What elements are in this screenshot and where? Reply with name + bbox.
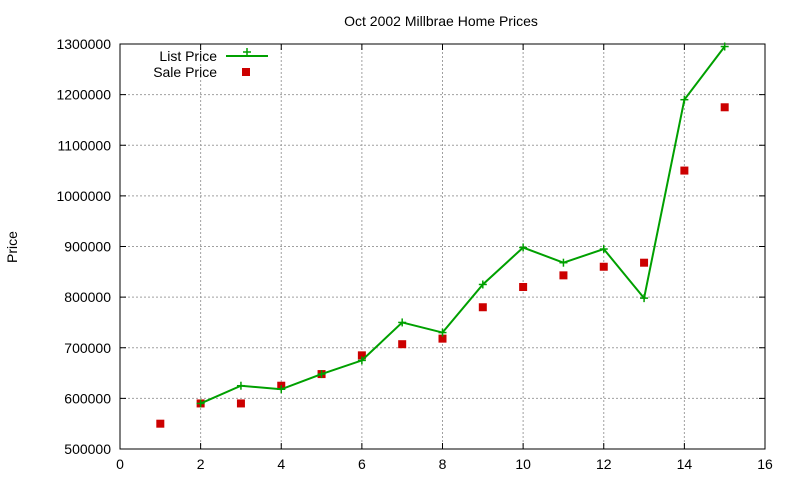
list-price-marker: [519, 243, 528, 252]
x-tick-label: 2: [197, 456, 205, 472]
y-tick-label: 800000: [64, 289, 111, 305]
list-price-marker: [277, 385, 286, 394]
grid: [120, 44, 765, 449]
x-tick-label: 16: [757, 456, 773, 472]
legend-label-sale-price: Sale Price: [153, 64, 217, 80]
sale-price-point: [478, 303, 487, 312]
sale-price-point: [236, 399, 245, 408]
list-price-marker: [559, 258, 568, 267]
chart-title: Oct 2002 Millbrae Home Prices: [344, 13, 538, 29]
y-tick-label: 1200000: [56, 87, 111, 103]
y-tick-label: 1300000: [56, 36, 111, 52]
list-price-marker: [478, 280, 487, 289]
sale-price-point: [640, 258, 649, 267]
axis-ticks: 0 2 4 6 8 10 12 14 16 500000 600000 700000 800000 900…: [56, 36, 773, 472]
sale-price-point: [357, 351, 366, 360]
list-price-marker: [438, 328, 447, 337]
x-tick-label: 10: [515, 456, 531, 472]
x-tick-label: 14: [677, 456, 693, 472]
list-price-line: [200, 45, 726, 405]
list-price-marker: [357, 356, 366, 365]
y-tick-label: 1000000: [56, 188, 111, 204]
list-price-marker: [398, 318, 407, 327]
x-tick-label: 6: [358, 456, 366, 472]
sale-price-point: [156, 419, 165, 428]
list-price-marker: [640, 294, 649, 303]
y-tick-label: 1100000: [58, 137, 112, 153]
list-price-marker: [317, 370, 326, 379]
legend-swatch-sale-price: [242, 68, 250, 76]
x-tick-label: 4: [277, 456, 285, 472]
x-tick-label: 8: [439, 456, 447, 472]
list-price-marker: [236, 381, 245, 390]
sale-price-point: [680, 166, 689, 175]
sale-price-point: [398, 340, 407, 349]
list-price-marker: [720, 42, 729, 51]
list-price-marker: [680, 95, 689, 104]
y-tick-label: 900000: [64, 239, 111, 255]
x-tick-label: 0: [116, 456, 124, 472]
list-price-marker: [196, 399, 205, 408]
sale-price-point: [599, 262, 608, 271]
sale-price-point: [720, 103, 729, 112]
y-tick-label: 500000: [64, 441, 111, 457]
legend-label-list-price: List Price: [159, 48, 217, 64]
list-price-marker: [599, 245, 608, 254]
sale-price-point: [559, 271, 568, 280]
sale-price-point: [438, 334, 447, 343]
y-tick-label: 600000: [64, 390, 111, 406]
series-layer: [156, 42, 729, 428]
y-tick-label: 700000: [64, 340, 111, 356]
y-axis-label: Price: [4, 231, 20, 263]
legend: List Price Sale Price: [153, 48, 268, 80]
x-tick-label: 12: [596, 456, 612, 472]
sale-price-point: [519, 283, 528, 291]
